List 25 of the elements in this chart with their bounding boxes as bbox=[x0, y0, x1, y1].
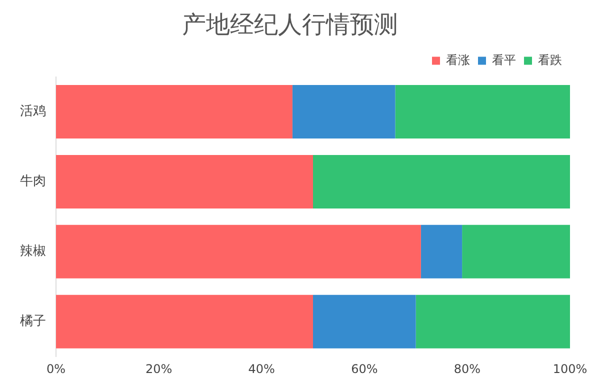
chart-title: 产地经纪人行情预测 bbox=[182, 10, 398, 39]
legend-label: 看平 bbox=[492, 52, 516, 67]
bar bbox=[313, 154, 570, 208]
bar bbox=[56, 154, 313, 208]
bar bbox=[56, 294, 313, 348]
bar bbox=[56, 85, 292, 139]
bar bbox=[420, 224, 462, 278]
bar bbox=[395, 85, 570, 139]
bar bbox=[416, 294, 570, 348]
legend-label: 看跌 bbox=[538, 52, 562, 67]
x-tick-label: 40% bbox=[248, 362, 275, 376]
legend-label: 看涨 bbox=[446, 52, 470, 67]
x-tick-label: 80% bbox=[454, 362, 481, 376]
bar bbox=[56, 224, 421, 278]
x-tick-label: 0% bbox=[46, 362, 66, 376]
y-tick-label: 橘子 bbox=[20, 314, 46, 329]
y-tick-label: 牛肉 bbox=[20, 174, 46, 190]
bar bbox=[313, 294, 416, 348]
x-tick-label: 20% bbox=[145, 362, 172, 376]
x-tick-label: 60% bbox=[351, 362, 378, 376]
y-tick-label: 辣椒 bbox=[20, 244, 46, 260]
bar bbox=[462, 224, 570, 278]
y-tick-label: 活鸡 bbox=[20, 104, 46, 120]
bar bbox=[292, 85, 396, 139]
x-tick-label: 100% bbox=[552, 362, 588, 376]
